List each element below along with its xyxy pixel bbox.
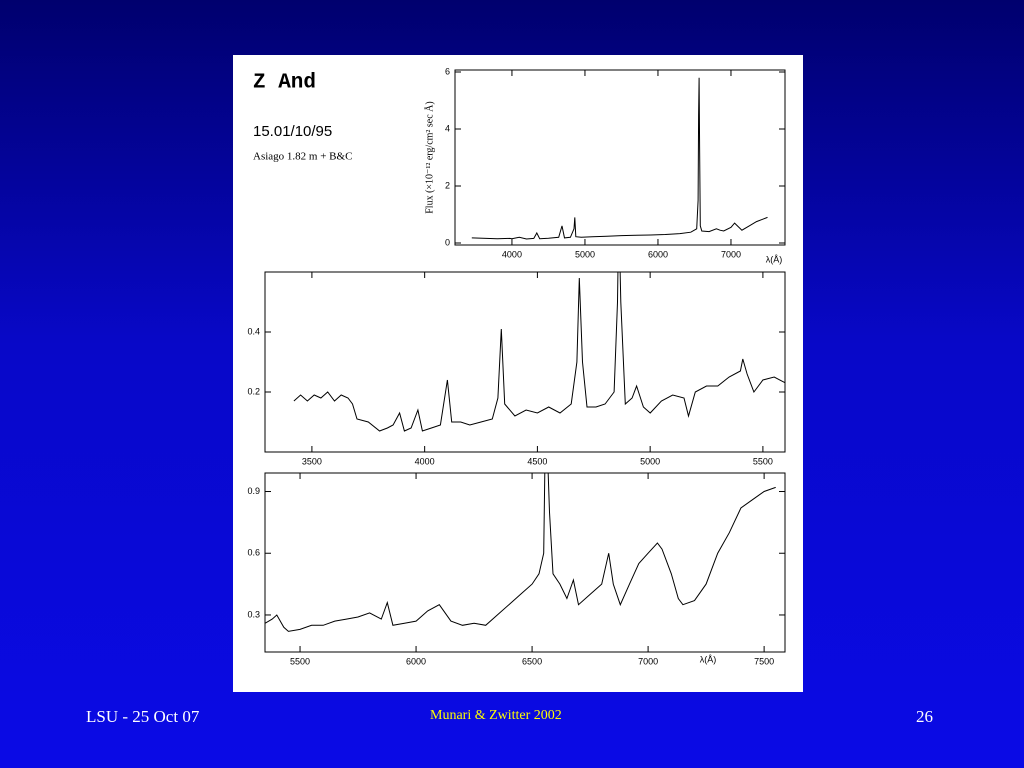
y-tick-label: 2 [445,180,450,190]
x-tick-label: 7000 [638,656,658,666]
figure-background [233,55,803,692]
plot-frame [264,472,786,653]
spectrum-line [265,473,776,632]
y-tick-label: 0.3 [247,609,260,619]
x-tick-label: 5000 [575,249,595,259]
x-tick-label: 4500 [527,456,547,466]
object-name: Z And [253,72,316,95]
plot: 5500 6000 6500 7000 7500 0.3 0.6 0.9 λ(Å) [247,472,786,666]
x-tick-label: 5000 [640,456,660,466]
spectrum-line [293,272,785,432]
y-tick-label: 0.4 [247,326,260,336]
plot: 3500 4000 4500 5000 5500 0.2 0.4 [247,271,786,466]
x-tick-label: 6000 [648,249,668,259]
citation: Munari & Zwitter 2002 [430,708,562,723]
y-tick-label: 6 [445,66,450,76]
y-axis-label: Flux (×10⁻¹² erg/cm² sec Å) [423,101,435,214]
x-tick-label: 5500 [290,656,310,666]
x-axis-label: λ(Å) [700,654,717,664]
footer-text: LSU - 25 Oct 07 [86,707,200,726]
y-tick-label: 0.2 [247,386,260,396]
figure: Z And 15.01/10/95 Asiago 1.82 m + B&C 40… [233,55,803,692]
y-tick-label: 0 [445,237,450,247]
x-tick-label: 7500 [754,656,774,666]
x-tick-label: 5500 [753,456,773,466]
x-tick-label: 4000 [415,456,435,466]
plot: 4000 5000 6000 7000 0 2 4 6 Flux (×10⁻¹² erg/cm²… [423,66,786,264]
page-number: 26 [916,707,933,726]
y-tick-label: 4 [445,123,450,133]
x-tick-label: 6000 [406,656,426,666]
instrument: Asiago 1.82 m + B&C [253,151,352,163]
x-tick-label: 4000 [502,249,522,259]
y-tick-label: 0.6 [247,548,260,558]
x-tick-label: 7000 [721,249,741,259]
plot-frame [264,271,786,453]
plot-frame [454,69,786,246]
x-tick-label: 6500 [522,656,542,666]
observation-date: 15.01/10/95 [253,123,332,140]
spectrum-line [471,77,768,240]
x-tick-label: 3500 [302,456,322,466]
x-axis-label: λ(Å) [766,254,783,264]
y-tick-label: 0.9 [247,486,260,496]
